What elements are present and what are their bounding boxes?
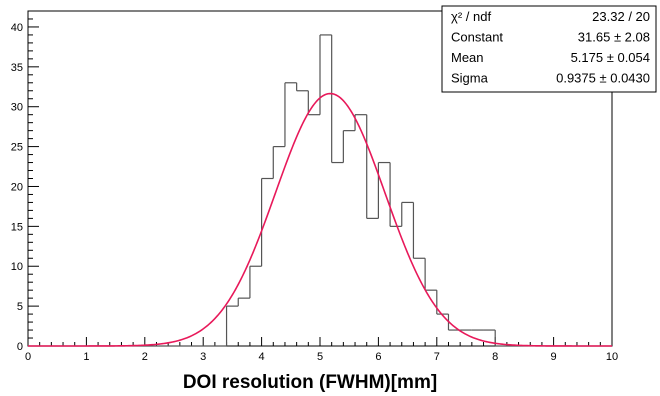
x-tick-label: 8	[492, 351, 498, 363]
stats-box-frame	[441, 5, 657, 93]
stats-box: χ² / ndf 23.32 / 20 Constant 31.65 ± 2.08 Me…	[441, 5, 657, 93]
x-tick-label: 9	[551, 351, 557, 363]
stats-value: 23.32 / 20	[592, 9, 650, 24]
y-tick-label: 0	[17, 341, 23, 353]
axes: 0 1 2 3 4 5 6 7 8 9 10 0 5 10 15 20 25 30 35 40	[11, 10, 618, 363]
y-tick-label: 35	[11, 62, 23, 74]
x-axis-title: DOI resolution (FWHM)[mm]	[183, 372, 437, 393]
gaussian-fit	[28, 92, 612, 347]
x-tick-label: 10	[606, 351, 618, 363]
stats-value: 31.65 ± 2.08	[578, 30, 650, 45]
x-tick-label: 2	[142, 351, 148, 363]
stats-value: 0.9375 ± 0.0430	[556, 71, 650, 86]
y-tick-label: 15	[11, 221, 23, 233]
y-tick-label: 30	[11, 102, 23, 114]
x-tick-label: 5	[317, 351, 323, 363]
x-tick-label: 7	[434, 351, 440, 363]
stats-label: χ² / ndf	[451, 9, 491, 24]
x-tick-label: 1	[83, 351, 89, 363]
stats-label: Sigma	[451, 71, 489, 86]
stats-value: 5.175 ± 0.054	[571, 50, 650, 65]
y-tick-label: 25	[11, 142, 23, 154]
y-tick-label: 40	[11, 22, 23, 34]
stats-label: Mean	[451, 50, 484, 65]
fit-curve	[28, 92, 612, 347]
x-tick-label: 3	[200, 351, 206, 363]
stats-label: Constant	[451, 30, 503, 45]
x-tick-label: 6	[375, 351, 381, 363]
y-tick-label: 5	[17, 301, 23, 313]
y-tick-label: 20	[11, 181, 23, 193]
y-tick-label: 10	[11, 261, 23, 273]
x-tick-label: 4	[259, 351, 265, 363]
x-tick-label: 0	[25, 351, 31, 363]
